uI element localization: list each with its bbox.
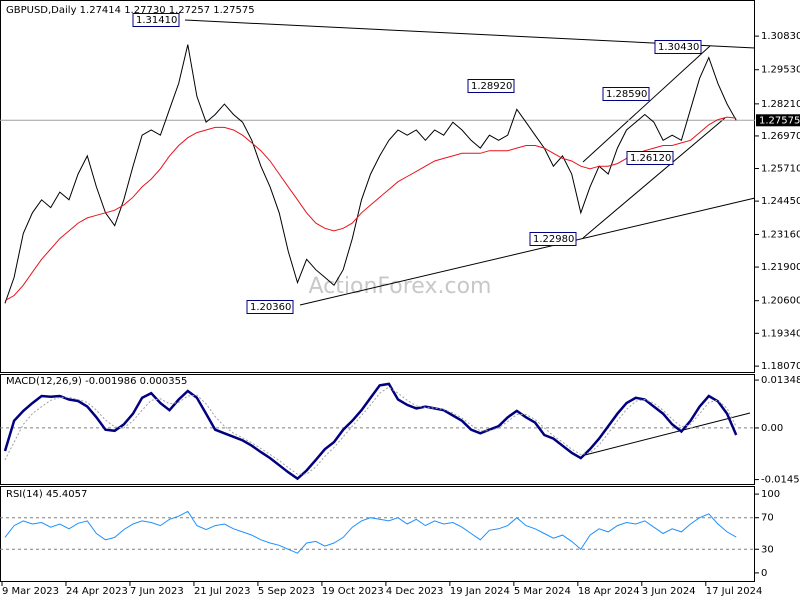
annotation-box xyxy=(602,87,650,101)
y-tick-label: 1.26970 xyxy=(761,131,800,142)
watermark: ActionForex.com xyxy=(309,274,492,299)
y-tick-label: 1.19340 xyxy=(761,328,800,339)
annotation: 1.31410 xyxy=(136,15,177,26)
price-panel xyxy=(0,0,755,373)
annotation-box xyxy=(626,151,674,165)
x-tick-label: 18 Apr 2024 xyxy=(578,586,640,597)
y-tick-label: 1.25710 xyxy=(761,164,800,175)
x-tick-label: 21 Jul 2023 xyxy=(194,586,251,597)
y-tick-label: 1.23160 xyxy=(761,229,800,240)
y-tick-label: 0.013489 xyxy=(761,375,800,386)
x-tick-label: 19 Jan 2024 xyxy=(450,586,510,597)
annotation-box xyxy=(246,300,294,314)
annotation: 1.30430 xyxy=(658,42,699,53)
rsi-title: RSI(14) 45.4057 xyxy=(6,489,87,500)
annotation: 1.22980 xyxy=(533,234,574,245)
y-tick-label: 1.18070 xyxy=(761,361,800,372)
y-tick-label: 1.29530 xyxy=(761,65,800,76)
macd-title: MACD(12,26,9) -0.001986 0.000355 xyxy=(6,376,187,387)
macd-trend-line xyxy=(584,412,751,456)
y-tick-label: 1.24450 xyxy=(761,196,800,207)
annotation-box xyxy=(467,79,515,93)
macd-panel xyxy=(0,374,755,485)
series-line xyxy=(4,44,737,304)
x-tick-label: 3 Jun 2024 xyxy=(642,586,696,597)
series-line xyxy=(3,382,738,481)
y-tick-label: -0.014554 xyxy=(761,475,800,486)
trend-line xyxy=(299,197,756,306)
y-tick-label: 1.28210 xyxy=(761,99,800,110)
y-tick-label: 30 xyxy=(761,544,774,555)
rsi-panel xyxy=(0,486,755,582)
y-tick-label: 1.20600 xyxy=(761,296,800,307)
y-tick-label: 0.00 xyxy=(761,423,783,434)
channel-line xyxy=(582,117,726,239)
price-title: GBPUSD,Daily 1.27414 1.27730 1.27257 1.2… xyxy=(6,5,255,16)
last-price-box xyxy=(756,114,800,127)
y-tick-label: 100 xyxy=(761,489,780,500)
annotation-box xyxy=(654,40,702,54)
y-tick-label: 1.30830 xyxy=(761,31,800,42)
x-tick-label: 4 Dec 2023 xyxy=(386,586,444,597)
series-line xyxy=(4,510,737,554)
y-tick-label: 70 xyxy=(761,513,774,524)
y-tick-label: 1.21900 xyxy=(761,262,800,273)
x-tick-label: 24 Apr 2023 xyxy=(66,586,128,597)
annotation-box xyxy=(529,232,577,246)
annotation: 1.26120 xyxy=(630,153,671,164)
x-tick-label: 5 Mar 2024 xyxy=(514,586,571,597)
x-tick-label: 7 Jun 2023 xyxy=(130,586,184,597)
channel-line xyxy=(582,45,711,163)
y-tick-label: 0 xyxy=(761,568,767,579)
series-line xyxy=(4,116,737,302)
last-price-label: 1.27575 xyxy=(759,115,800,126)
annotation: 1.28590 xyxy=(606,89,647,100)
x-tick-label: 19 Oct 2023 xyxy=(322,586,384,597)
annotation-box xyxy=(132,13,180,27)
series-line xyxy=(4,386,737,475)
annotation: 1.28920 xyxy=(471,81,512,92)
x-tick-label: 17 Jul 2024 xyxy=(706,586,763,597)
annotation: 1.20360 xyxy=(250,302,291,313)
x-tick-label: 5 Sep 2023 xyxy=(258,586,315,597)
x-tick-label: 9 Mar 2023 xyxy=(2,586,59,597)
